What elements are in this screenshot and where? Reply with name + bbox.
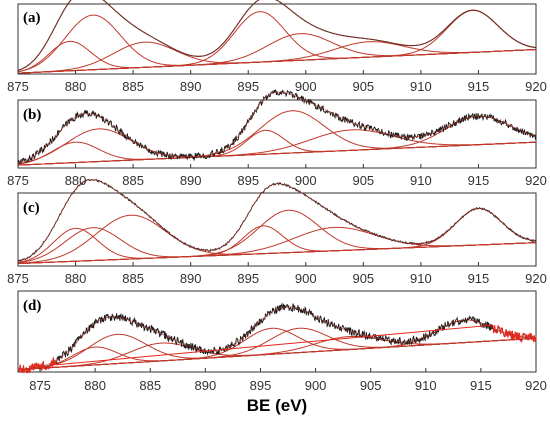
panel-d: (d) 875 880 885 890 895 900 905 910 915 920 — [17, 290, 547, 393]
x-tick-label: 880 — [84, 378, 106, 393]
x-tick-label: 900 — [295, 271, 317, 286]
x-tick-label: 895 — [250, 378, 272, 393]
x-tick-label: 905 — [352, 271, 374, 286]
component-peak — [17, 40, 536, 73]
x-tick-label: 880 — [65, 173, 87, 188]
panel-label: (a) — [23, 10, 41, 26]
panel-frame — [17, 3, 537, 75]
spectrum-trace — [17, 89, 537, 165]
x-tick-label: 915 — [468, 271, 490, 286]
component-peak — [18, 226, 536, 264]
panel-frame — [17, 192, 537, 267]
panel-frame — [17, 290, 537, 373]
spectrum-trace-edge — [17, 324, 537, 374]
x-tick-label: 905 — [352, 173, 374, 188]
x-tick-label: 885 — [139, 378, 161, 393]
x-tick-label: 915 — [468, 79, 490, 94]
fit-envelope — [17, 91, 536, 164]
component-peak — [17, 14, 536, 73]
x-tick-label: 895 — [237, 271, 259, 286]
component-peak — [18, 41, 536, 74]
fit-envelope — [17, 179, 536, 262]
x-tick-label: 885 — [122, 271, 144, 286]
panel-label: (c) — [23, 200, 40, 216]
component-peak — [18, 9, 536, 74]
x-tick-label: 910 — [410, 271, 432, 286]
x-tick-label: 915 — [468, 173, 490, 188]
x-tick-label: 895 — [237, 79, 259, 94]
x-tick-label: 885 — [122, 79, 144, 94]
component-peak — [17, 333, 536, 370]
panel-b: (b) 875 880 885 890 895 900 905 910 915 920 — [7, 89, 547, 188]
component-peak — [18, 11, 536, 74]
component-peak — [18, 110, 536, 166]
x-tick-label: 875 — [7, 271, 29, 286]
fit-envelope — [17, 306, 536, 370]
x-tick-label: 875 — [7, 79, 29, 94]
x-tick-label: 890 — [180, 271, 202, 286]
x-tick-label: 880 — [65, 79, 87, 94]
x-tick-label: 890 — [195, 378, 217, 393]
x-tick-label: 900 — [305, 378, 327, 393]
x-tick-label: 900 — [295, 79, 317, 94]
component-peak — [18, 33, 536, 74]
x-tick-label: 910 — [410, 173, 432, 188]
component-peak — [18, 115, 536, 166]
panel-label: (b) — [23, 107, 41, 123]
component-peak — [18, 41, 536, 74]
x-tick-label: 920 — [525, 271, 547, 286]
x-tick-label: 895 — [237, 173, 259, 188]
x-tick-label: 920 — [525, 79, 547, 94]
spectrum-trace — [17, 302, 537, 374]
component-peak — [18, 209, 536, 264]
x-tick-label: 875 — [7, 173, 29, 188]
x-tick-label: 880 — [65, 271, 87, 286]
x-tick-label: 905 — [352, 79, 374, 94]
x-tick-label: 890 — [180, 79, 202, 94]
x-axis-title: BE (eV) — [247, 396, 307, 415]
fit-envelope — [17, 0, 536, 71]
component-peak — [18, 208, 536, 264]
panel-label: (d) — [23, 298, 41, 314]
x-tick-label: 890 — [180, 173, 202, 188]
x-tick-label: 920 — [525, 378, 547, 393]
x-tick-label: 920 — [525, 173, 547, 188]
x-tick-label: 900 — [295, 173, 317, 188]
x-tick-label: 905 — [360, 378, 382, 393]
panel-c: (c) 875 880 885 890 895 900 905 910 915 920 — [7, 178, 547, 286]
x-tick-label: 915 — [470, 378, 492, 393]
x-tick-label: 875 — [29, 378, 51, 393]
x-tick-label: 910 — [415, 378, 437, 393]
spectrum-trace — [17, 0, 536, 71]
panel-a: (a) 875 880 885 890 895 900 905 910 915 920 — [7, 0, 547, 94]
x-tick-label: 885 — [122, 173, 144, 188]
x-tick-label: 910 — [410, 79, 432, 94]
